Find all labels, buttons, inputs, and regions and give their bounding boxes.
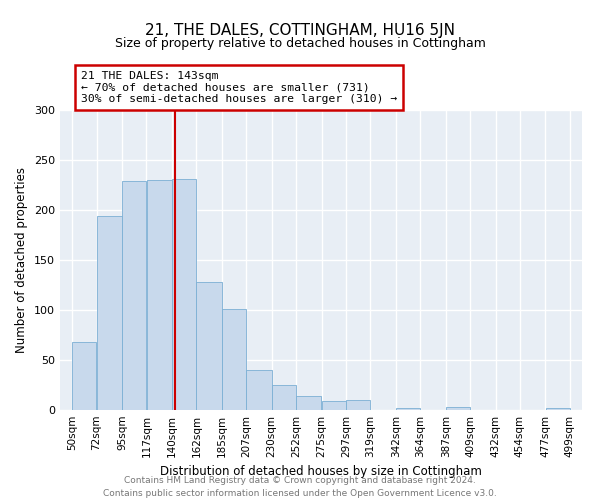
Bar <box>73 342 97 410</box>
Text: Contains HM Land Registry data © Crown copyright and database right 2024.
Contai: Contains HM Land Registry data © Crown c… <box>103 476 497 498</box>
Text: 21 THE DALES: 143sqm
← 70% of detached houses are smaller (731)
30% of semi-deta: 21 THE DALES: 143sqm ← 70% of detached h… <box>81 71 397 104</box>
Bar <box>346 400 370 410</box>
Bar <box>172 179 196 410</box>
Bar <box>272 385 296 410</box>
Bar <box>122 181 146 410</box>
Bar <box>97 216 122 410</box>
Bar <box>247 370 272 410</box>
Bar <box>396 408 420 410</box>
Bar <box>222 309 246 410</box>
Bar <box>545 408 569 410</box>
Text: 21, THE DALES, COTTINGHAM, HU16 5JN: 21, THE DALES, COTTINGHAM, HU16 5JN <box>145 22 455 38</box>
Bar <box>196 282 221 410</box>
X-axis label: Distribution of detached houses by size in Cottingham: Distribution of detached houses by size … <box>160 466 482 478</box>
Y-axis label: Number of detached properties: Number of detached properties <box>16 167 28 353</box>
Bar <box>296 396 322 410</box>
Bar <box>322 401 346 410</box>
Bar <box>146 180 172 410</box>
Bar <box>446 407 470 410</box>
Text: Size of property relative to detached houses in Cottingham: Size of property relative to detached ho… <box>115 38 485 51</box>
